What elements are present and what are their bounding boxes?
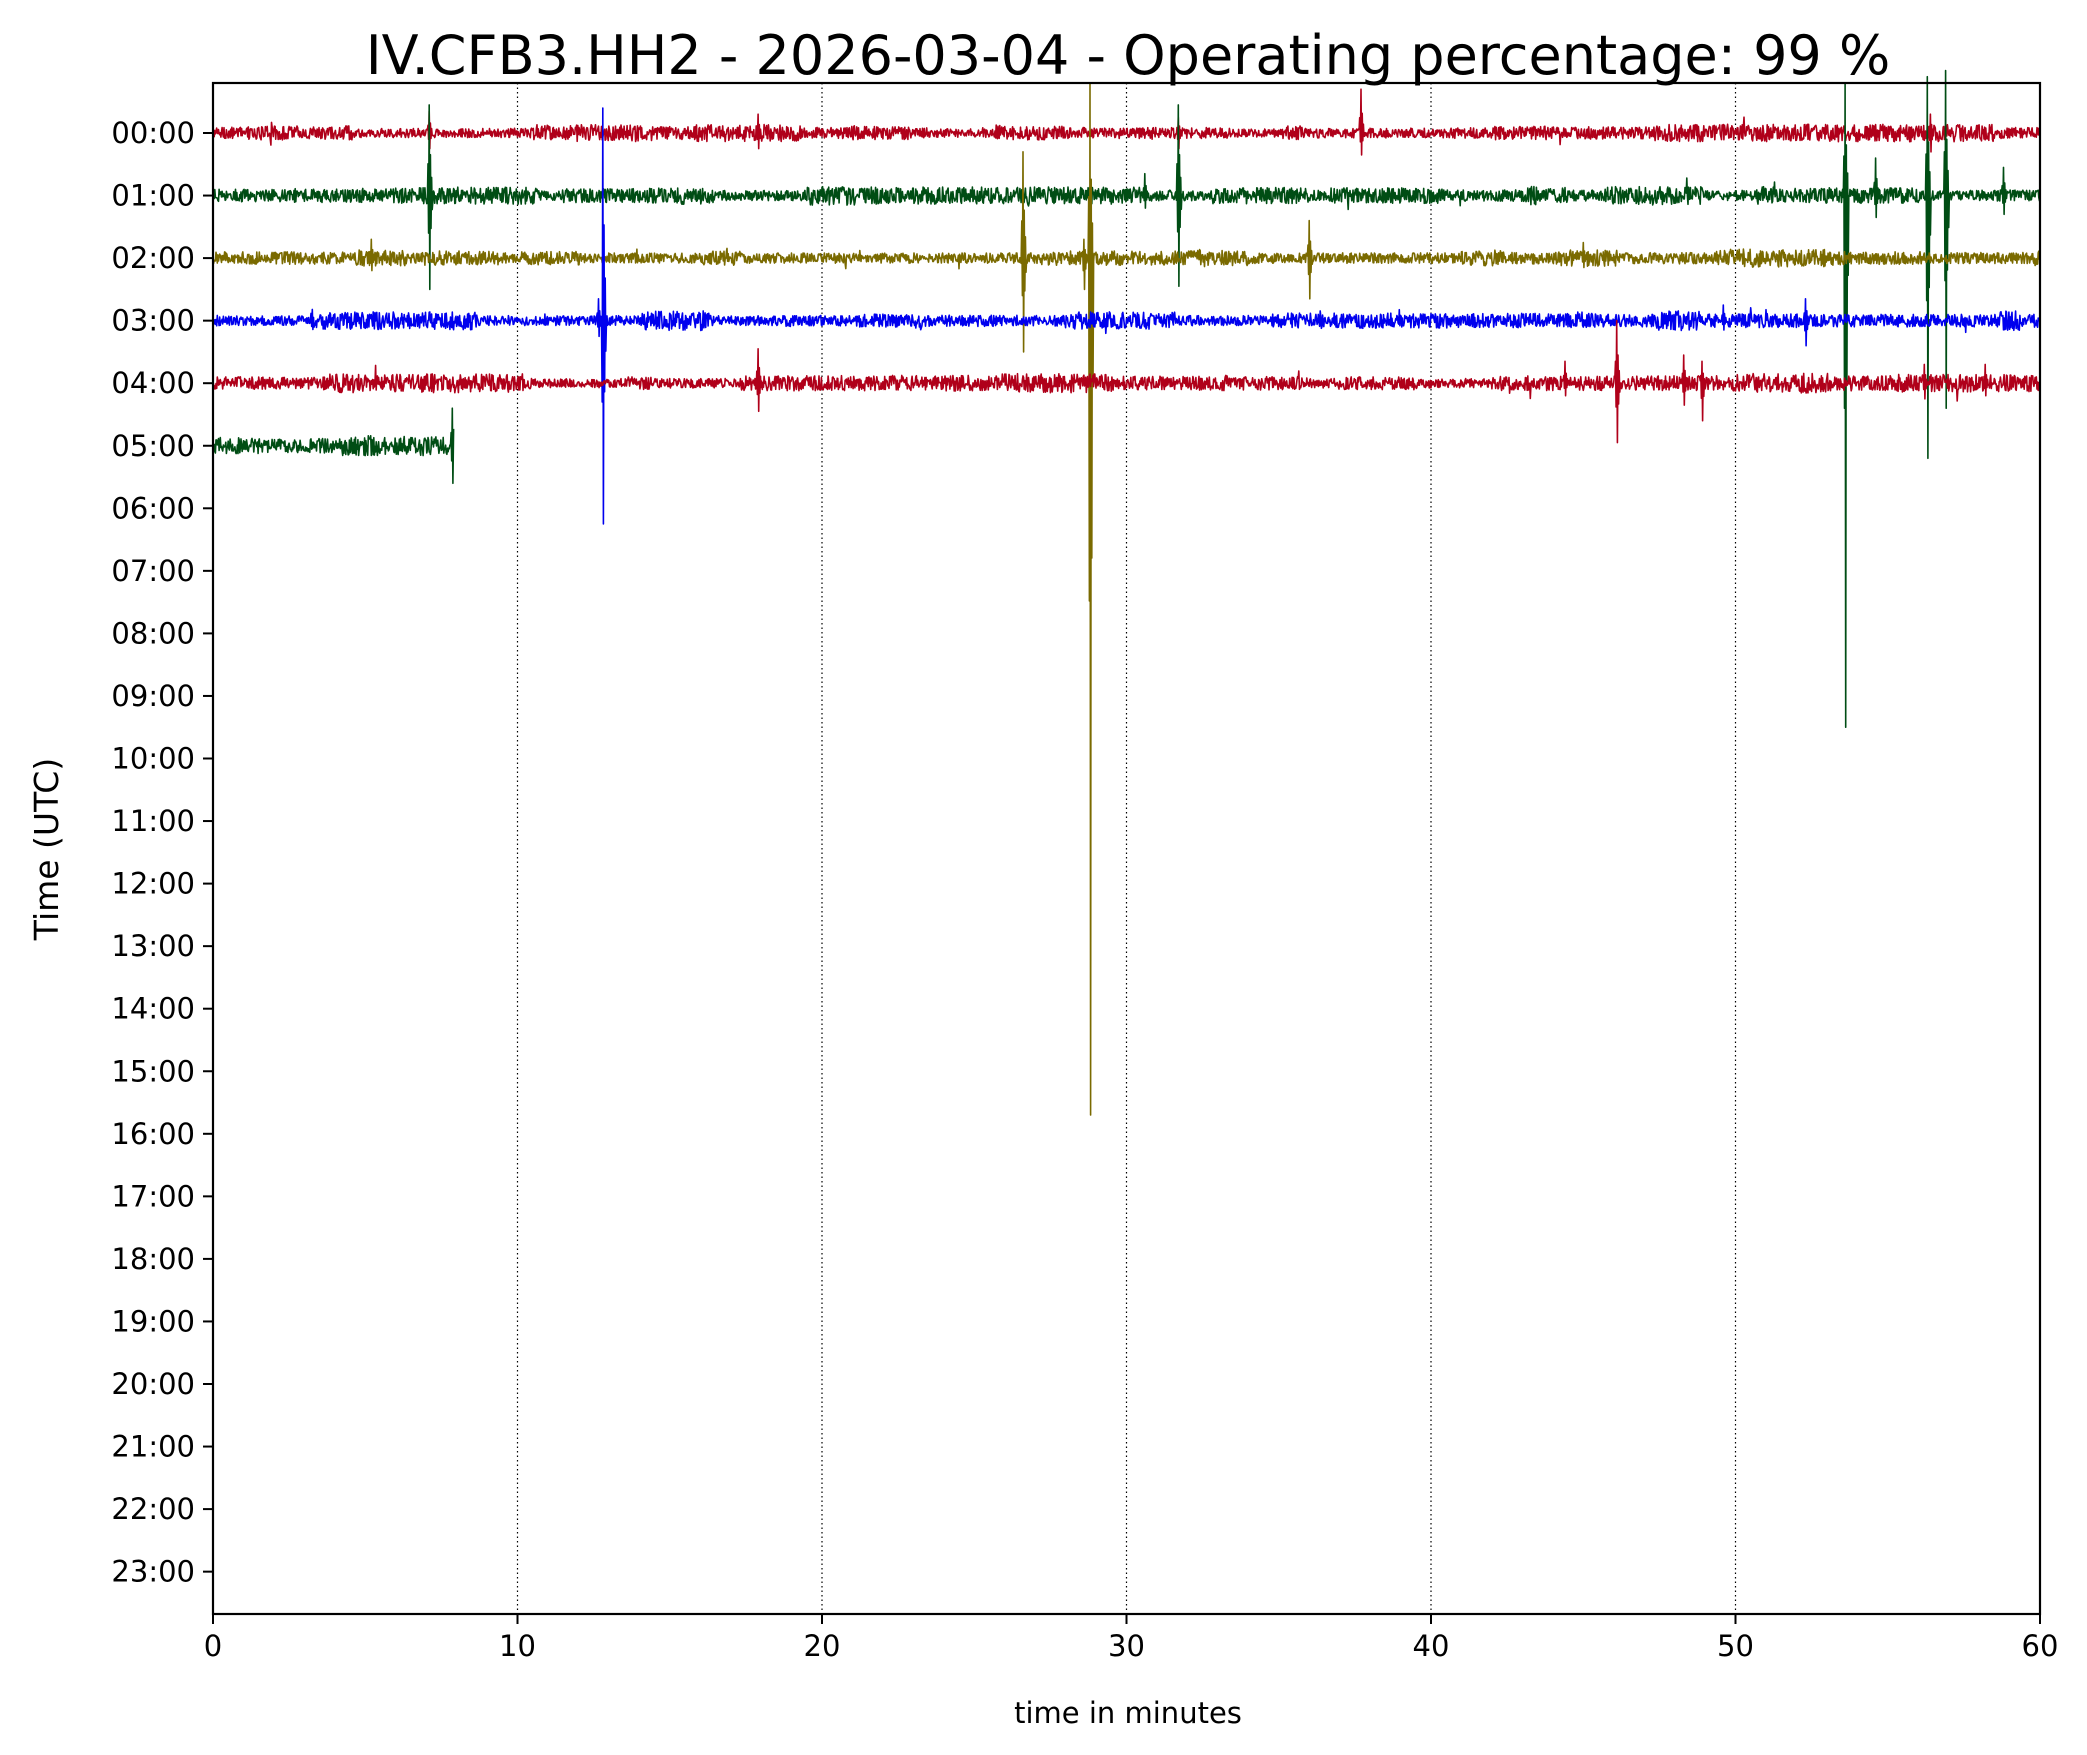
y-tick-label: 07:00: [111, 554, 195, 588]
y-tick-label: 06:00: [111, 491, 195, 525]
y-tick-label: 22:00: [111, 1492, 195, 1526]
y-tick-label: 12:00: [111, 867, 195, 901]
x-tick-label: 40: [1413, 1629, 1450, 1663]
y-tick-label: 16:00: [111, 1117, 195, 1151]
y-tick-label: 09:00: [111, 679, 195, 713]
x-axis-label: time in minutes: [1014, 1696, 1242, 1730]
grid-lines: [516, 83, 1737, 1614]
y-tick-label: 17:00: [111, 1179, 195, 1213]
y-tick-label: 04:00: [111, 366, 195, 400]
seismic-trace-0000: [212, 88, 2041, 156]
y-tick-label: 15:00: [111, 1054, 195, 1088]
y-tick-label: 19:00: [111, 1304, 195, 1338]
x-tick-label: 10: [499, 1629, 536, 1663]
x-tick-label: 60: [2022, 1629, 2059, 1663]
x-tick-label: 20: [804, 1629, 841, 1663]
y-tick-label: 23:00: [111, 1555, 195, 1589]
y-tick-label: 05:00: [111, 429, 195, 463]
y-tick-label: 20:00: [111, 1367, 195, 1401]
y-tick-label: 14:00: [111, 992, 195, 1026]
y-tick-label: 00:00: [111, 116, 195, 150]
y-tick-label: 02:00: [111, 241, 195, 275]
y-tick-label: 11:00: [111, 804, 195, 838]
y-tick-label: 01:00: [111, 179, 195, 213]
y-tick-label: 03:00: [111, 304, 195, 338]
y-tick-label: 10:00: [111, 742, 195, 776]
y-tick-label: 18:00: [111, 1242, 195, 1276]
seismic-trace-0300: [212, 107, 2041, 525]
seismic-trace-0400: [212, 319, 2041, 444]
y-tick-label: 08:00: [111, 616, 195, 650]
x-tick-label: 30: [1108, 1629, 1145, 1663]
x-axis: 0 10 20 30 40 50 60: [204, 1614, 2059, 1663]
seismic-trace-0500: [212, 407, 455, 485]
y-axis: 00:00 01:00 02:00 03:00 04:00 05:00 06:00 07:00…: [111, 116, 213, 1589]
y-tick-label: 13:00: [111, 929, 195, 963]
chart-title: IV.CFB3.HH2 - 2026-03-04 - Operating per…: [366, 24, 1891, 87]
seismic-trace-0200: [212, 82, 2041, 1116]
x-tick-label: 50: [1717, 1629, 1754, 1663]
x-tick-label: 0: [204, 1629, 222, 1663]
seismic-trace-0100: [212, 69, 2041, 728]
y-axis-label: Time (UTC): [27, 758, 66, 941]
trace-group: [212, 69, 2041, 1116]
y-tick-label: 21:00: [111, 1430, 195, 1464]
